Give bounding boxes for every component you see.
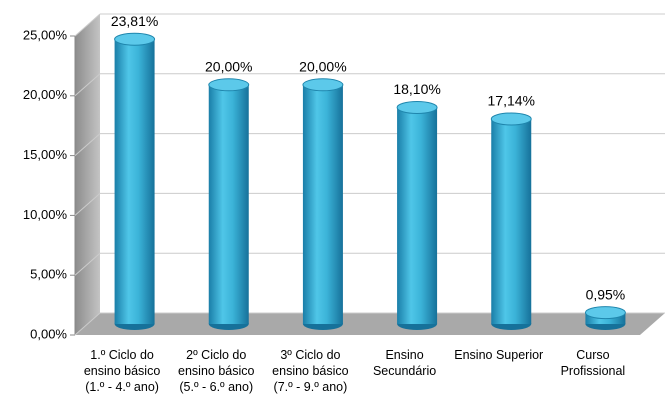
y-tick-label: 10,00% — [23, 207, 68, 222]
value-label: 20,00% — [299, 59, 346, 75]
bar-body — [302, 84, 343, 324]
value-label: 23,81% — [111, 13, 158, 29]
grid-line — [74, 73, 101, 97]
floor — [75, 313, 665, 335]
side-wall — [75, 14, 100, 335]
bar-top — [302, 78, 344, 92]
value-label: 20,00% — [205, 59, 252, 75]
y-tick-label: 5,00% — [30, 267, 67, 282]
bar-top — [584, 306, 626, 320]
grid-line — [74, 13, 101, 37]
y-tick-label: 0,00% — [30, 326, 67, 341]
value-label: 0,95% — [586, 286, 626, 302]
x-tick-label: 3º Ciclo do ensino básico (7.º - 9.º ano… — [272, 348, 349, 394]
x-tick-label: Curso Profissional — [560, 348, 626, 378]
x-tick-label: 1.º Ciclo do ensino básico (1.º - 4.º an… — [83, 348, 161, 394]
y-tick-label: 25,00% — [23, 27, 68, 42]
bar-body — [397, 107, 438, 324]
bar — [584, 306, 626, 330]
value-label: 18,10% — [393, 81, 440, 97]
grid-line — [74, 252, 101, 276]
bar — [114, 32, 156, 330]
bar — [490, 112, 532, 330]
x-tick-label: 2º Ciclo do ensino básico (5.º - 6.º ano… — [178, 348, 255, 394]
bar — [396, 101, 438, 330]
bar-body — [208, 84, 249, 324]
grid-line — [74, 193, 101, 216]
grid-line — [74, 133, 101, 156]
bar-top — [114, 32, 156, 46]
x-tick-label: Ensino Superior — [454, 348, 544, 362]
y-tick-label: 20,00% — [23, 87, 68, 102]
bar-top — [396, 101, 438, 115]
grid-line — [74, 312, 101, 336]
bar-top — [208, 78, 250, 92]
bar-top — [490, 112, 532, 126]
y-tick-label: 15,00% — [23, 147, 68, 162]
bar-body — [491, 119, 532, 324]
bar-body — [114, 39, 155, 325]
x-tick-label: Ensino Secundário — [372, 348, 437, 378]
value-label: 17,14% — [488, 93, 535, 109]
bar — [302, 78, 344, 330]
bar — [208, 78, 250, 330]
